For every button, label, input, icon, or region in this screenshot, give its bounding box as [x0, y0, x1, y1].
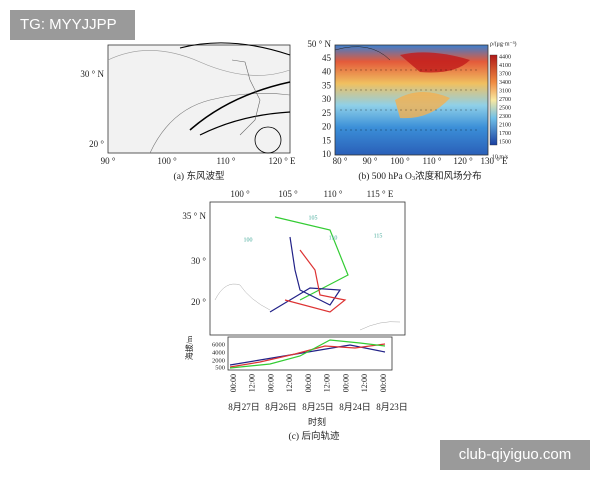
time-tick: 12:00 [248, 374, 257, 392]
y-label: 10 [322, 149, 332, 159]
lat-label: 20 ° [191, 297, 206, 307]
colorbar-label: 1700 [499, 131, 511, 137]
map-b [334, 44, 498, 156]
caption: (b) 500 hPa O3浓度和风场分布 [358, 170, 481, 182]
x-label: 120 ° E [268, 156, 296, 166]
time-tick: 12:00 [285, 374, 294, 392]
x-label: 90 ° [101, 156, 116, 166]
colorbar-label: 3700 [499, 71, 511, 77]
lon-label: 100 ° [230, 189, 250, 199]
colorbar-label: 4400 [499, 54, 511, 60]
colorbar-label: 2500 [499, 105, 511, 111]
caption: (c) 后向轨迹 [289, 430, 340, 442]
time-tick: 00:00 [304, 374, 313, 392]
time-tick: 12:00 [323, 374, 332, 392]
time-tick: 00:00 [379, 374, 388, 392]
colorbar-label: 2100 [499, 122, 511, 128]
altitude-tick: 4000 [212, 349, 225, 356]
colorbar-label: 3400 [499, 80, 511, 86]
contour-label: 115 [374, 233, 383, 239]
time-tick: 12:00 [360, 374, 369, 392]
colorbar-label: 3100 [499, 88, 511, 94]
y-label: 40 [322, 67, 332, 77]
caption-part: (b) 500 hPa O [358, 171, 412, 182]
altitude-tick: 6000 [212, 341, 225, 348]
date-label: 8月27日 [228, 402, 260, 412]
lat-label: 30 ° [191, 256, 206, 266]
lon-label: 105 ° [278, 189, 298, 199]
lon-label: 110 ° [323, 189, 342, 199]
map-a [107, 42, 291, 154]
time-tick: 00:00 [229, 374, 238, 392]
contour-label: 110 [329, 235, 338, 241]
contour-label: 100 [244, 237, 253, 243]
date-label: 8月25日 [302, 402, 334, 412]
watermark-box [440, 440, 590, 470]
altitude-tick: 2000 [212, 357, 225, 364]
watermark: TG: MYYJJPP [20, 16, 117, 33]
contour-label: 105 [309, 215, 318, 221]
x-label: 120 ° [453, 156, 473, 166]
y-label: 30 ° N [80, 69, 104, 79]
y-label: 15 [322, 135, 332, 145]
date-label: 8月26日 [265, 402, 297, 412]
caption-part: 3 [412, 175, 415, 182]
colorbar-label: 2700 [499, 97, 511, 103]
y-label: 20 [322, 122, 332, 132]
y-label: 45 [322, 53, 332, 63]
x-label: 100 ° [390, 156, 410, 166]
y-label: 35 [322, 80, 332, 90]
colorbar-unit: ρ/(μg·m⁻³) [490, 40, 517, 47]
time-axis-label: 时刻 [308, 416, 326, 427]
lat-label: 35 ° N [182, 211, 206, 221]
date-label: 8月23日 [376, 402, 408, 412]
x-label: 100 ° [157, 156, 177, 166]
y-label: 20 ° [89, 139, 104, 149]
altitude-tick: 500 [215, 364, 225, 371]
x-label: 130 ° E [480, 156, 508, 166]
colorbar-label: 4100 [499, 63, 511, 69]
colorbar-label: 1500 [499, 139, 511, 145]
date-label: 8月24日 [339, 402, 371, 412]
x-label: 90 ° [363, 156, 378, 166]
y-label: 50 ° N [307, 39, 331, 49]
x-label: 80 ° [333, 156, 348, 166]
caption: (a) 东风波型 [174, 170, 225, 182]
watermark: club-qiyiguo.com [459, 446, 572, 463]
y-label: 25 [322, 108, 332, 118]
x-label: 110 ° [216, 156, 235, 166]
time-tick: 00:00 [341, 374, 350, 392]
caption-part: 浓度和风场分布 [415, 170, 482, 182]
x-label: 110 ° [422, 156, 441, 166]
lon-label: 115 ° E [367, 189, 394, 199]
map-c [209, 201, 406, 371]
wind-scale: 10 m/s [492, 154, 509, 160]
time-tick: 00:00 [266, 374, 275, 392]
y-label: 30 [322, 94, 332, 104]
altitude-axis-label: 海拔/m [184, 335, 194, 360]
colorbar-label: 2300 [499, 114, 511, 120]
watermark-box [10, 10, 135, 40]
